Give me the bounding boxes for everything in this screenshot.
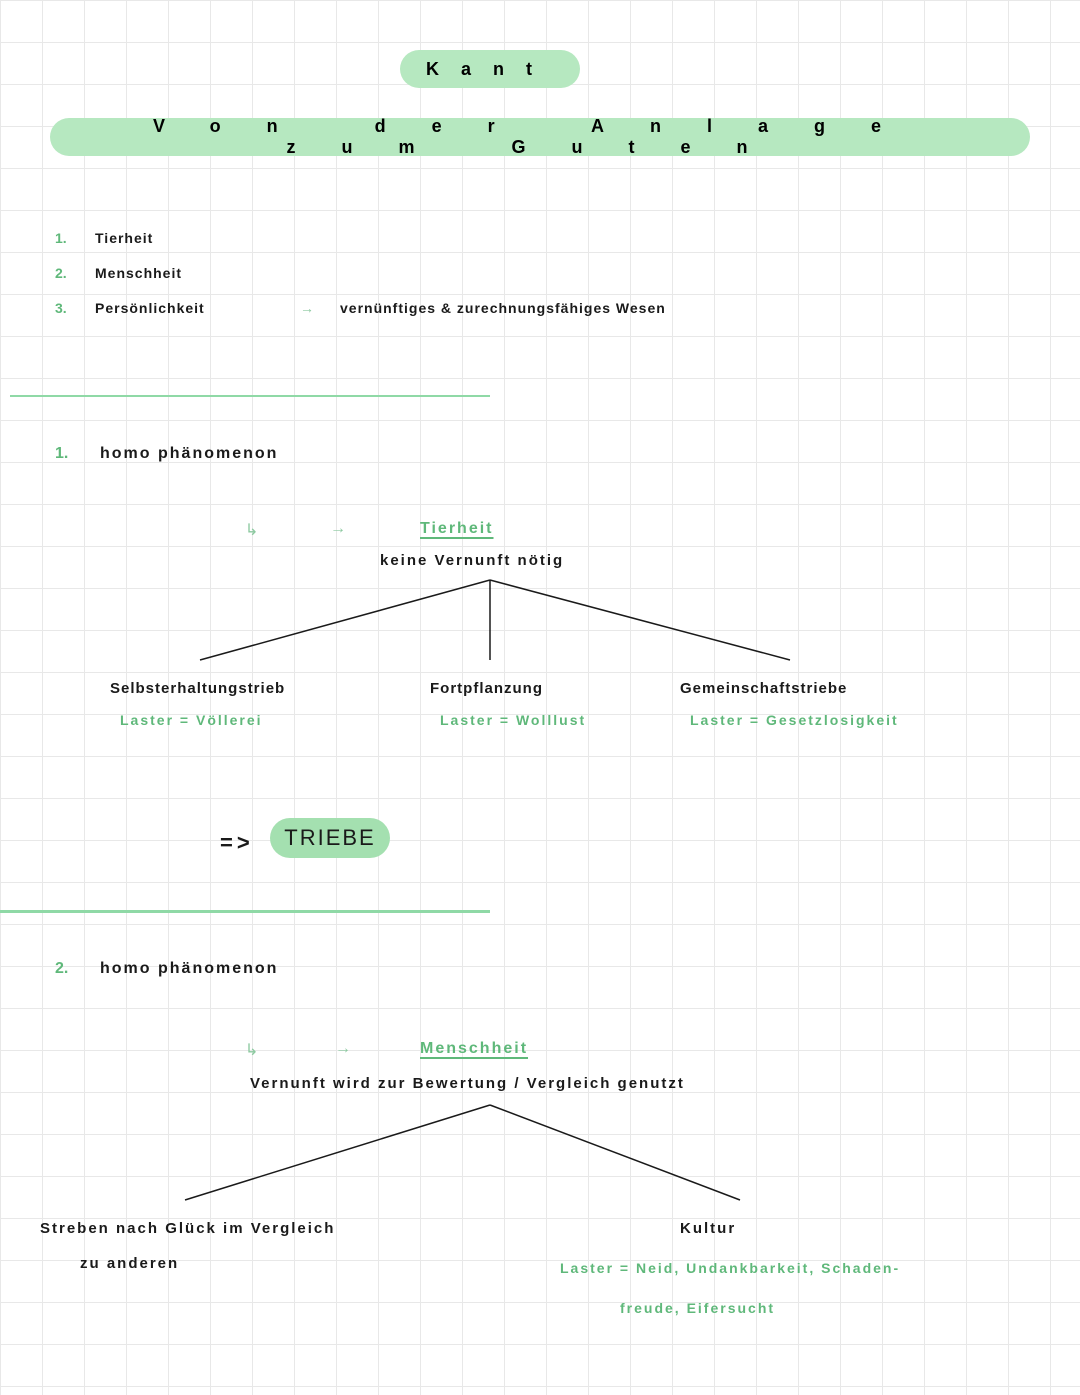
list-arrow-icon: → — [300, 300, 314, 316]
s1-sub-desc: keine Vernunft nötig — [380, 552, 564, 569]
section-divider-1 — [10, 395, 490, 397]
s2-branch-2-vice: Laster = Neid, Undankbarkeit, Schaden- — [560, 1260, 900, 1276]
subtitle-text: Von der Anlage zum Guten — [50, 116, 1030, 158]
s1-sub-arrow-r: → — [330, 520, 346, 538]
s1-sub-label: Tierheit — [420, 520, 494, 538]
s1-branch-vice: Laster = Wolllust — [440, 712, 586, 728]
list-label: Menschheit — [95, 265, 182, 281]
s1-branch-title: Selbsterhaltungstrieb — [110, 680, 285, 697]
s2-number: 2. — [55, 960, 68, 978]
s2-branch-1-title: Streben nach Glück im Vergleich — [40, 1220, 335, 1237]
list-number: 1. — [55, 230, 67, 246]
s1-conclusion-pill: TRIEBE — [270, 818, 390, 858]
s1-sub-arrow-l: ↳ — [245, 520, 258, 540]
section-divider-2 — [0, 910, 490, 913]
title-pill: Kant — [400, 50, 580, 88]
s1-branch-title: Fortpflanzung — [430, 680, 543, 697]
s1-heading: homo phänomenon — [100, 445, 278, 463]
list-label: Persönlichkeit — [95, 300, 205, 316]
subtitle-pill: Von der Anlage zum Guten — [50, 118, 1030, 156]
s2-branch-2-vice2: freude, Eifersucht — [620, 1300, 775, 1316]
s2-heading: homo phänomenon — [100, 960, 278, 978]
s2-sub-arrow-r: → — [335, 1040, 351, 1058]
s2-sub-desc: Vernunft wird zur Bewertung / Vergleich … — [250, 1075, 685, 1092]
s2-branch-1-title2: zu anderen — [80, 1255, 179, 1272]
s2-branch-2-title: Kultur — [680, 1220, 736, 1237]
list-number: 2. — [55, 265, 67, 281]
s1-branch-vice: Laster = Völlerei — [120, 712, 263, 728]
s1-tree-lines — [0, 0, 1080, 1395]
s2-sub-arrow-l: ↳ — [245, 1040, 258, 1060]
s2-sub-label: Menschheit — [420, 1040, 528, 1058]
s1-conclusion-text: TRIEBE — [284, 825, 375, 851]
list-label: Tierheit — [95, 230, 153, 246]
s1-number: 1. — [55, 445, 68, 463]
list-number: 3. — [55, 300, 67, 316]
s1-conclusion-arrow: => — [220, 830, 254, 856]
s1-branch-title: Gemeinschaftstriebe — [680, 680, 847, 697]
s2-tree-lines — [0, 0, 1080, 1395]
list-note: vernünftiges & zurechnungsfähiges Wesen — [340, 300, 666, 316]
title-text: Kant — [426, 59, 554, 80]
s1-branch-vice: Laster = Gesetzlosigkeit — [690, 712, 899, 728]
